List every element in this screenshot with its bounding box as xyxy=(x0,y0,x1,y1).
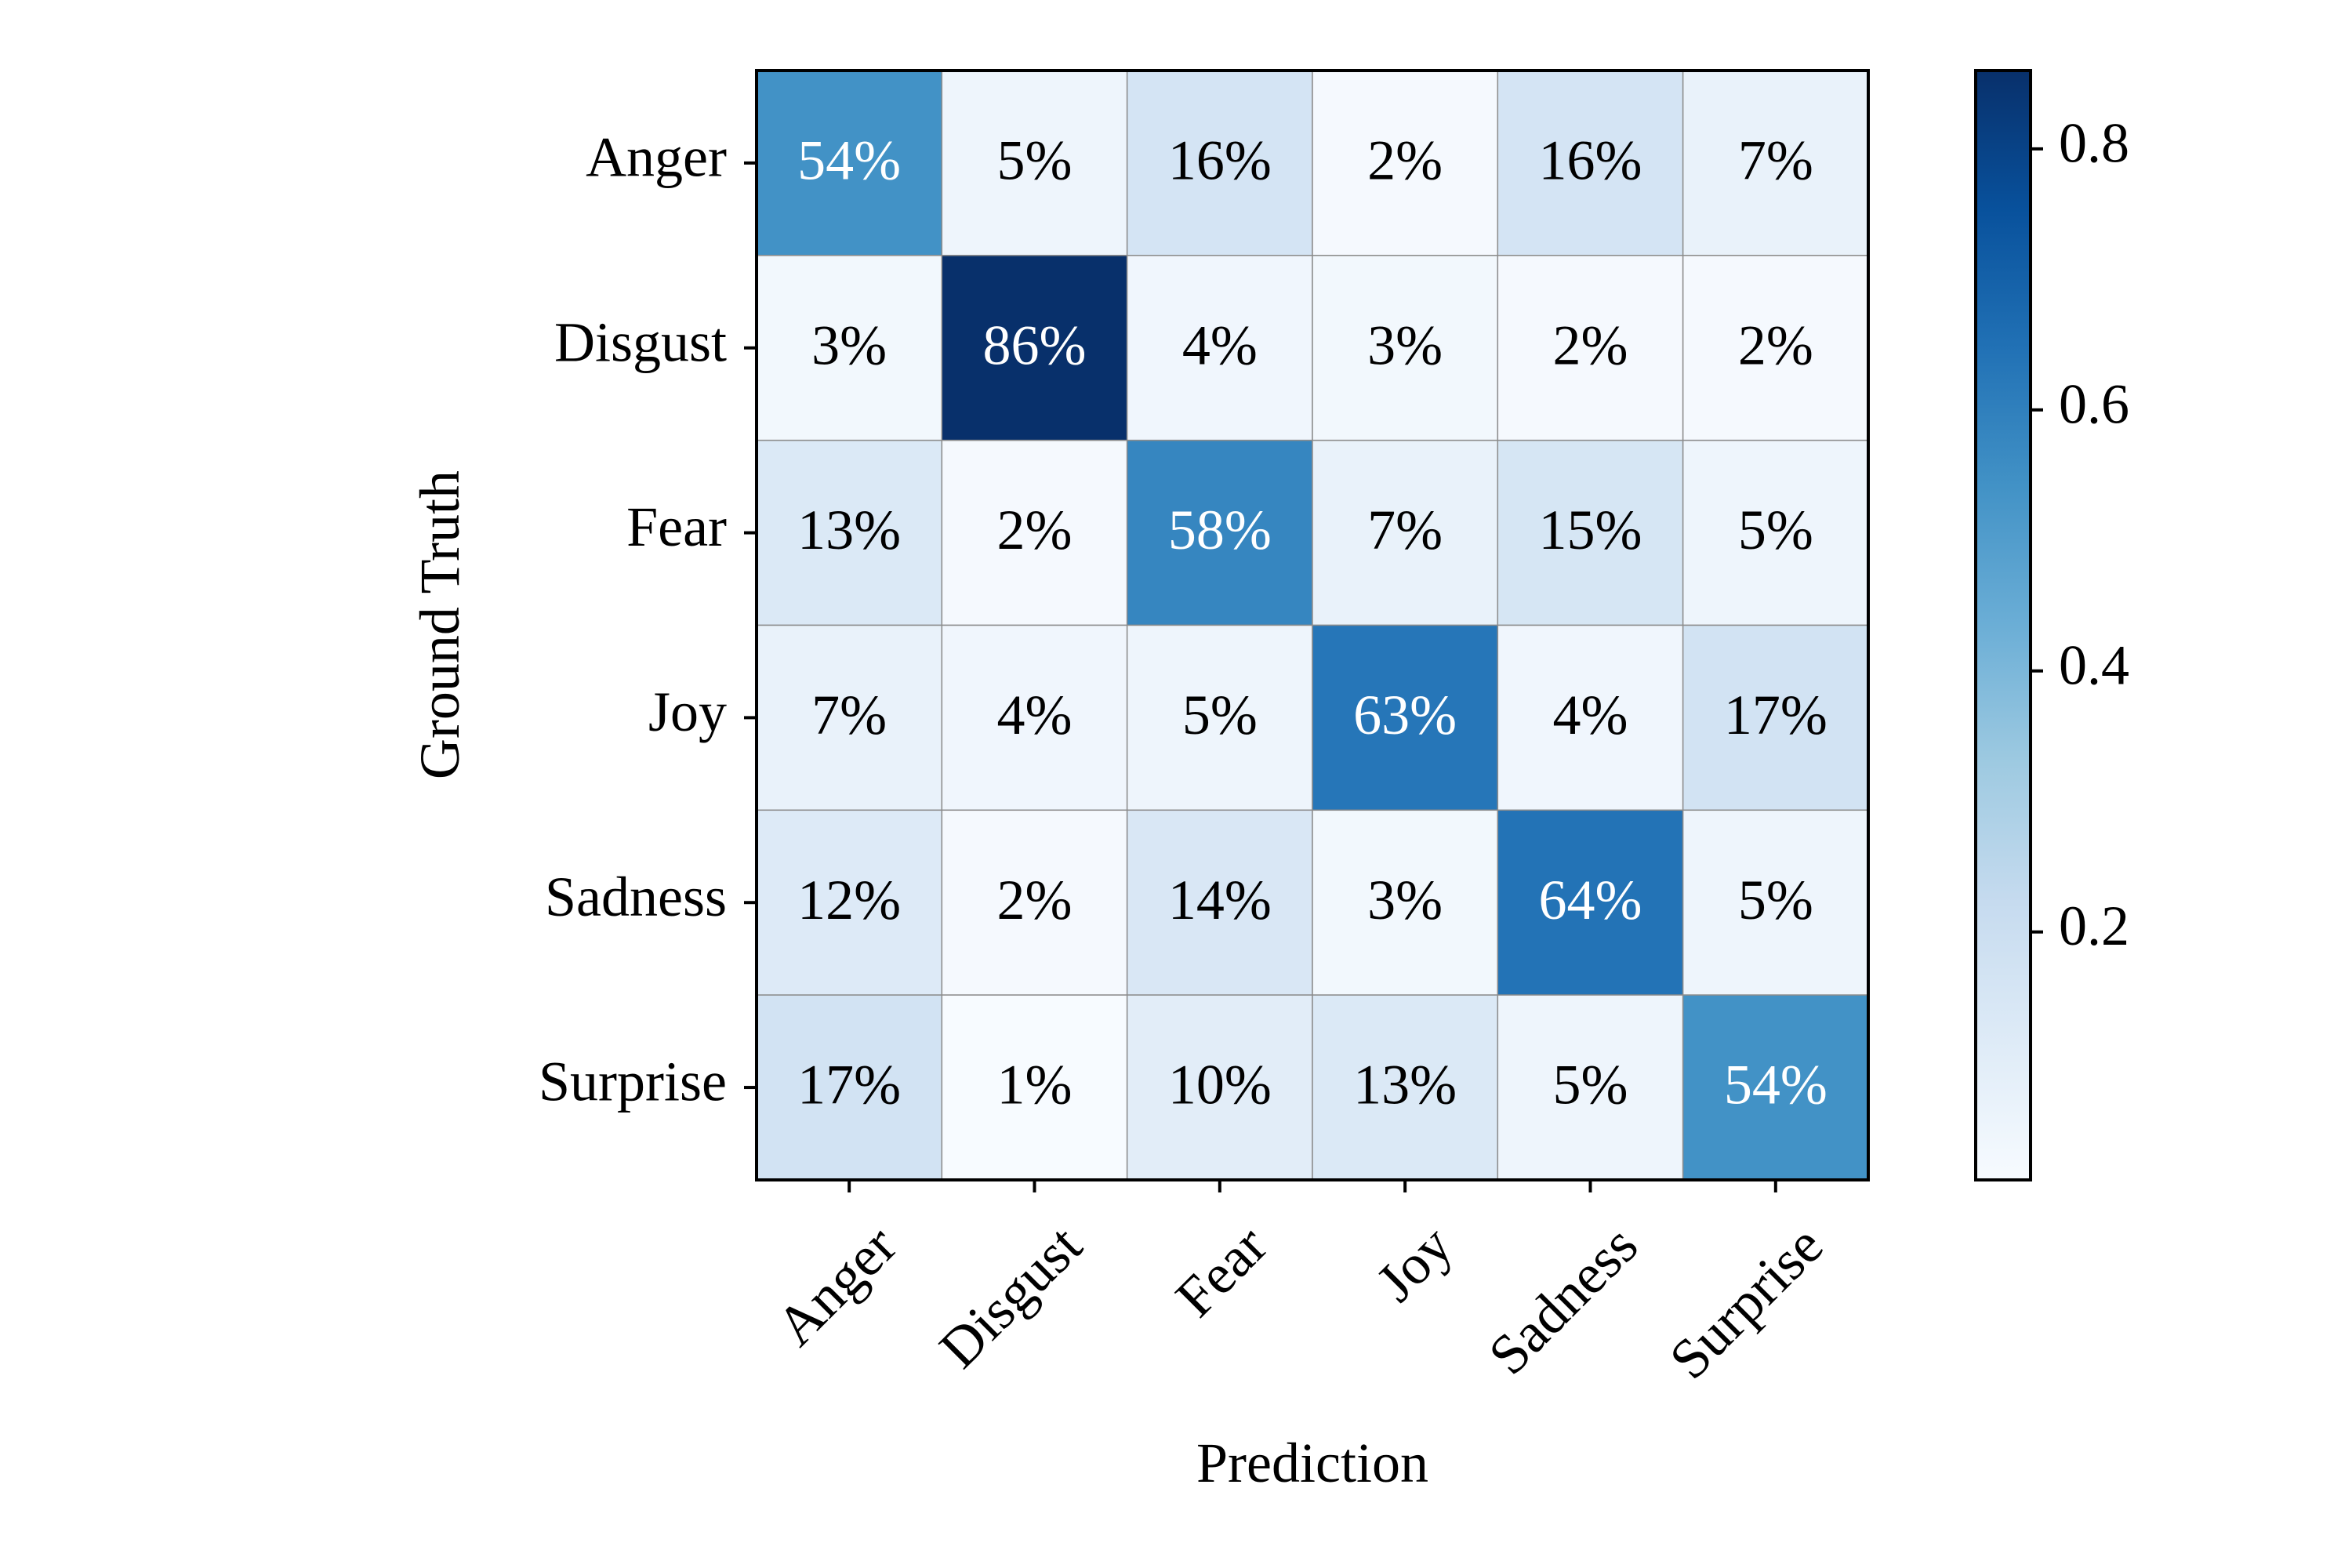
cell-value-label: 5% xyxy=(997,129,1073,191)
cell-value-label: 5% xyxy=(1182,684,1258,746)
cell-value-label: 2% xyxy=(1367,129,1443,191)
cell-value-label: 3% xyxy=(1367,869,1443,931)
x-tick-label: Anger xyxy=(764,1214,909,1358)
heatmap-cell xyxy=(941,70,1128,256)
cell-value-label: 17% xyxy=(797,1054,901,1116)
y-tick-label: Anger xyxy=(586,125,727,188)
heatmap-cells xyxy=(756,70,1869,1181)
y-tick-label: Joy xyxy=(648,681,727,743)
heatmap-cell xyxy=(941,255,1128,441)
heatmap-cell xyxy=(756,70,943,256)
cell-value-label: 5% xyxy=(1738,499,1813,561)
cell-value-label: 54% xyxy=(1724,1054,1828,1116)
heatmap-cell xyxy=(1312,70,1499,256)
plot-frame xyxy=(755,69,1870,1181)
cell-value-label: 2% xyxy=(997,869,1073,931)
heatmap-cell xyxy=(941,439,1128,626)
heatmap-cell xyxy=(756,624,943,811)
y-tick-label: Sadness xyxy=(545,866,727,928)
heatmap-cell xyxy=(941,809,1128,996)
heatmap-cell xyxy=(1126,439,1313,626)
x-tick-label: Fear xyxy=(1163,1214,1279,1329)
cell-value-label: 15% xyxy=(1538,499,1642,561)
heatmap-cell xyxy=(1682,994,1869,1181)
cell-value-label: 13% xyxy=(797,499,901,561)
cell-value-label: 63% xyxy=(1353,684,1457,746)
colorbar-tick-label: 0.4 xyxy=(2059,633,2129,696)
heatmap-cell xyxy=(1312,624,1499,811)
x-tick-label: Disgust xyxy=(927,1214,1094,1380)
heatmap-cell xyxy=(1497,809,1684,996)
heatmap-cell xyxy=(1312,809,1499,996)
cell-value-label: 3% xyxy=(811,314,887,376)
heatmap-cell xyxy=(1312,255,1499,441)
cell-value-label: 2% xyxy=(1552,314,1628,376)
x-tick-label: Sadness xyxy=(1476,1214,1650,1387)
colorbar xyxy=(1974,69,2032,1181)
heatmap-cell xyxy=(1126,809,1313,996)
cell-value-label: 16% xyxy=(1168,129,1272,191)
heatmap-cell xyxy=(1312,994,1499,1181)
cell-value-label: 4% xyxy=(1552,684,1628,746)
x-tick-label: Surprise xyxy=(1657,1214,1835,1391)
heatmap-cell xyxy=(1682,255,1869,441)
cell-value-label: 3% xyxy=(1367,314,1443,376)
cell-value-label: 12% xyxy=(797,869,901,931)
colorbar-tick-label: 0.2 xyxy=(2059,895,2129,957)
cell-value-label: 7% xyxy=(1367,499,1443,561)
cell-value-label: 14% xyxy=(1168,869,1272,931)
y-axis: Anger Disgust Fear Joy Sadness Surprise xyxy=(539,125,757,1113)
cell-value-label: 4% xyxy=(1182,314,1258,376)
cell-value-label: 2% xyxy=(1738,314,1813,376)
heatmap-cell-labels: 54% 5% 16% 2% 16% 7% 3% 86% 4% 3% 2% 2% 13% 2% 58% 7% 15… xyxy=(797,129,1828,1116)
cell-value-label: 1% xyxy=(997,1054,1073,1116)
y-tick-label: Disgust xyxy=(554,310,727,373)
x-axis: Anger Disgust Fear Joy Sadness Surprise xyxy=(764,1179,1835,1391)
cell-value-label: 2% xyxy=(997,499,1073,561)
heatmap-cell xyxy=(1497,70,1684,256)
y-tick-label: Surprise xyxy=(539,1051,727,1113)
y-axis-label: Ground Truth xyxy=(408,470,471,779)
cell-value-label: 7% xyxy=(1738,129,1813,191)
cell-value-label: 64% xyxy=(1538,869,1642,931)
cell-value-label: 7% xyxy=(811,684,887,746)
heatmap-cell xyxy=(1312,439,1499,626)
cell-value-label: 4% xyxy=(997,684,1073,746)
heatmap-cell xyxy=(1682,439,1869,626)
heatmap-cell xyxy=(756,994,943,1181)
y-tick-label: Fear xyxy=(626,495,727,558)
x-tick-label: Joy xyxy=(1364,1214,1464,1313)
heatmap-cell xyxy=(1497,624,1684,811)
colorbar-tick-label: 0.6 xyxy=(2059,372,2129,435)
heatmap-cell xyxy=(756,809,943,996)
cell-value-label: 58% xyxy=(1168,499,1272,561)
cell-value-label: 13% xyxy=(1353,1054,1457,1116)
cell-value-label: 17% xyxy=(1724,684,1828,746)
heatmap-cell xyxy=(1497,994,1684,1181)
cell-value-label: 16% xyxy=(1538,129,1642,191)
colorbar-tick-label: 0.8 xyxy=(2059,111,2129,174)
heatmap-cell xyxy=(756,439,943,626)
cell-value-label: 5% xyxy=(1552,1054,1628,1116)
heatmap-cell xyxy=(941,624,1128,811)
heatmap-cell xyxy=(1682,70,1869,256)
cell-value-label: 86% xyxy=(983,314,1087,376)
colorbar-ticks: 0.2 0.4 0.6 0.8 xyxy=(2031,111,2129,957)
cell-value-label: 10% xyxy=(1168,1054,1272,1116)
cell-value-label: 54% xyxy=(797,129,901,191)
heatmap-cell xyxy=(1126,624,1313,811)
x-axis-label: Prediction xyxy=(1196,1432,1428,1494)
cell-value-label: 5% xyxy=(1738,869,1813,931)
heatmap-cell xyxy=(756,255,943,441)
heatmap-cell xyxy=(1497,439,1684,626)
